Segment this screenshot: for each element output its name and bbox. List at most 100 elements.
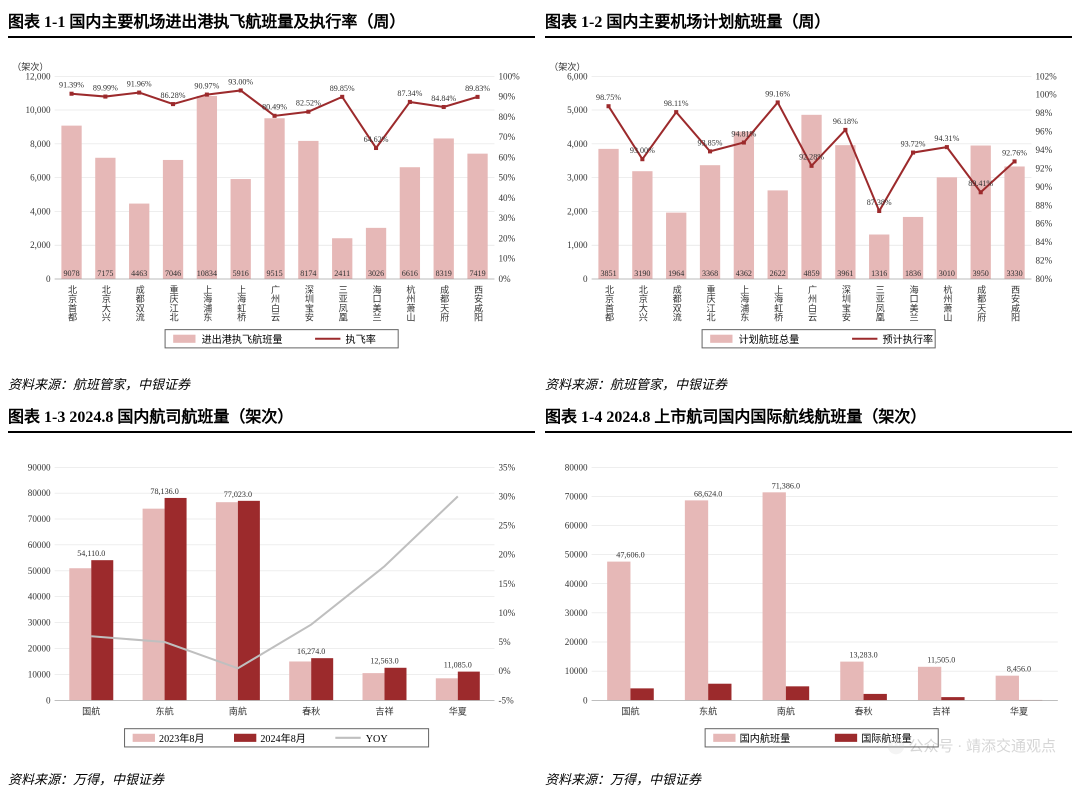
svg-text:吉祥: 吉祥 xyxy=(375,706,393,717)
svg-text:80%: 80% xyxy=(499,112,516,122)
svg-text:16,274.0: 16,274.0 xyxy=(297,647,325,656)
svg-text:71,386.0: 71,386.0 xyxy=(772,481,800,490)
svg-text:84.84%: 84.84% xyxy=(431,94,456,103)
svg-text:30000: 30000 xyxy=(28,618,51,628)
svg-text:98%: 98% xyxy=(1036,108,1053,118)
svg-text:92.28%: 92.28% xyxy=(799,153,824,162)
svg-text:47,606.0: 47,606.0 xyxy=(616,551,644,560)
svg-text:12,563.0: 12,563.0 xyxy=(370,657,398,666)
svg-text:70000: 70000 xyxy=(565,491,588,501)
svg-text:12,000: 12,000 xyxy=(26,71,51,81)
svg-text:成都双流: 成都双流 xyxy=(671,284,682,322)
svg-text:90%: 90% xyxy=(1036,182,1053,192)
svg-text:60%: 60% xyxy=(499,152,516,162)
svg-text:0: 0 xyxy=(46,274,51,284)
svg-text:北京大兴: 北京大兴 xyxy=(100,285,111,322)
svg-text:20000: 20000 xyxy=(28,644,51,654)
chart-title: 图表 1-3 2024.8 国内航司航班量（架次） xyxy=(8,403,535,433)
svg-text:三亚凤凰: 三亚凤凰 xyxy=(337,285,348,322)
panel-1-4: 图表 1-4 2024.8 上市航司国内国际航线航班量（架次） 01000020… xyxy=(545,403,1072,788)
svg-text:8,000: 8,000 xyxy=(30,139,51,149)
svg-text:96%: 96% xyxy=(1036,127,1053,137)
svg-text:8319: 8319 xyxy=(436,269,452,278)
svg-text:华夏: 华夏 xyxy=(1010,706,1028,717)
svg-text:计划航班总量: 计划航班总量 xyxy=(739,333,800,346)
svg-text:86.28%: 86.28% xyxy=(161,91,186,100)
svg-text:89.85%: 89.85% xyxy=(330,84,355,93)
svg-text:3026: 3026 xyxy=(368,269,384,278)
svg-text:三亚凤凰: 三亚凤凰 xyxy=(874,285,885,322)
chart-source: 资料来源：航班管家，中银证券 xyxy=(545,374,1072,393)
chart-1-1: （架次）02,0004,0006,0008,00010,00012,0000%1… xyxy=(8,42,535,370)
svg-text:100%: 100% xyxy=(499,71,521,81)
svg-text:93.85%: 93.85% xyxy=(698,138,723,147)
svg-text:30%: 30% xyxy=(499,213,516,223)
svg-text:90000: 90000 xyxy=(28,462,51,472)
svg-text:成都天府: 成都天府 xyxy=(439,284,450,322)
svg-text:40000: 40000 xyxy=(565,579,588,589)
svg-text:92%: 92% xyxy=(1036,163,1053,173)
svg-text:上海虹桥: 上海虹桥 xyxy=(236,285,247,322)
watermark: 公众号 · 靖添交通观点 xyxy=(887,735,1057,756)
svg-text:上海浦东: 上海浦东 xyxy=(202,285,213,321)
svg-text:海口美兰: 海口美兰 xyxy=(908,284,919,321)
svg-text:1836: 1836 xyxy=(905,269,921,278)
panel-1-2: 图表 1-2 国内主要机场计划航班量（周） （架次）01,0002,0003,0… xyxy=(545,8,1072,393)
svg-text:10,000: 10,000 xyxy=(26,105,51,115)
svg-text:南航: 南航 xyxy=(777,706,795,717)
svg-text:93.72%: 93.72% xyxy=(901,139,926,148)
svg-text:西安咸阳: 西安咸阳 xyxy=(1010,285,1021,321)
svg-text:94.31%: 94.31% xyxy=(934,134,959,143)
svg-text:2,000: 2,000 xyxy=(30,240,51,250)
svg-text:10834: 10834 xyxy=(197,269,217,278)
svg-text:华夏: 华夏 xyxy=(449,706,467,717)
svg-text:98.75%: 98.75% xyxy=(596,93,621,102)
svg-text:20%: 20% xyxy=(499,233,516,243)
svg-text:50000: 50000 xyxy=(565,550,588,560)
svg-text:0: 0 xyxy=(583,274,588,284)
svg-text:重庆江北: 重庆江北 xyxy=(705,284,716,322)
svg-text:9515: 9515 xyxy=(266,269,282,278)
svg-text:93.00%: 93.00% xyxy=(228,77,253,86)
svg-text:60000: 60000 xyxy=(565,521,588,531)
svg-text:96.18%: 96.18% xyxy=(833,117,858,126)
svg-text:90.97%: 90.97% xyxy=(194,81,219,90)
svg-text:10000: 10000 xyxy=(28,669,51,679)
svg-text:64.62%: 64.62% xyxy=(364,135,389,144)
svg-text:11,085.0: 11,085.0 xyxy=(444,661,472,670)
svg-text:3330: 3330 xyxy=(1006,269,1022,278)
svg-text:5%: 5% xyxy=(499,637,512,647)
svg-text:13,283.0: 13,283.0 xyxy=(849,651,877,660)
svg-text:3950: 3950 xyxy=(973,269,989,278)
svg-text:10%: 10% xyxy=(499,608,516,618)
svg-text:50000: 50000 xyxy=(28,566,51,576)
svg-text:春秋: 春秋 xyxy=(854,706,872,717)
svg-text:80.49%: 80.49% xyxy=(262,103,287,112)
svg-text:89.83%: 89.83% xyxy=(465,84,490,93)
svg-text:30000: 30000 xyxy=(565,608,588,618)
svg-text:5,000: 5,000 xyxy=(567,105,588,115)
svg-text:99.16%: 99.16% xyxy=(765,89,790,98)
svg-text:1964: 1964 xyxy=(668,269,684,278)
svg-text:0: 0 xyxy=(46,695,51,705)
svg-text:海口美兰: 海口美兰 xyxy=(371,284,382,321)
panel-1-1: 图表 1-1 国内主要机场进出港执飞航班量及执行率（周） （架次）02,0004… xyxy=(8,8,535,393)
chart-title: 图表 1-2 国内主要机场计划航班量（周） xyxy=(545,8,1072,38)
svg-text:80000: 80000 xyxy=(28,488,51,498)
svg-text:2023年8月: 2023年8月 xyxy=(159,732,205,745)
chart-source: 资料来源：万得，中银证券 xyxy=(8,769,535,788)
svg-text:86%: 86% xyxy=(1036,219,1053,229)
svg-text:杭州萧山: 杭州萧山 xyxy=(942,284,953,321)
svg-text:2024年8月: 2024年8月 xyxy=(260,732,306,745)
svg-text:3010: 3010 xyxy=(939,269,955,278)
svg-text:0%: 0% xyxy=(499,274,512,284)
svg-text:94.81%: 94.81% xyxy=(731,129,756,138)
svg-text:54,110.0: 54,110.0 xyxy=(77,549,105,558)
svg-text:7419: 7419 xyxy=(469,269,485,278)
svg-text:68,624.0: 68,624.0 xyxy=(694,489,722,498)
svg-text:102%: 102% xyxy=(1036,71,1058,81)
svg-text:7046: 7046 xyxy=(165,269,181,278)
svg-text:30%: 30% xyxy=(499,491,516,501)
wechat-icon xyxy=(887,737,905,755)
svg-text:重庆江北: 重庆江北 xyxy=(168,284,179,322)
